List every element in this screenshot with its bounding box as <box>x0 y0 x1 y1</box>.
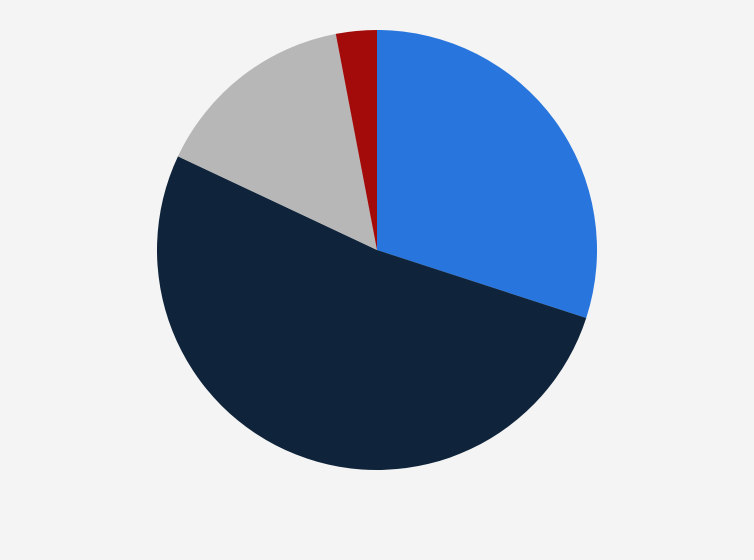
pie-slice <box>177 33 377 250</box>
pie-slice <box>377 30 597 318</box>
pie-slice <box>156 156 587 471</box>
pie-slice <box>335 30 377 250</box>
